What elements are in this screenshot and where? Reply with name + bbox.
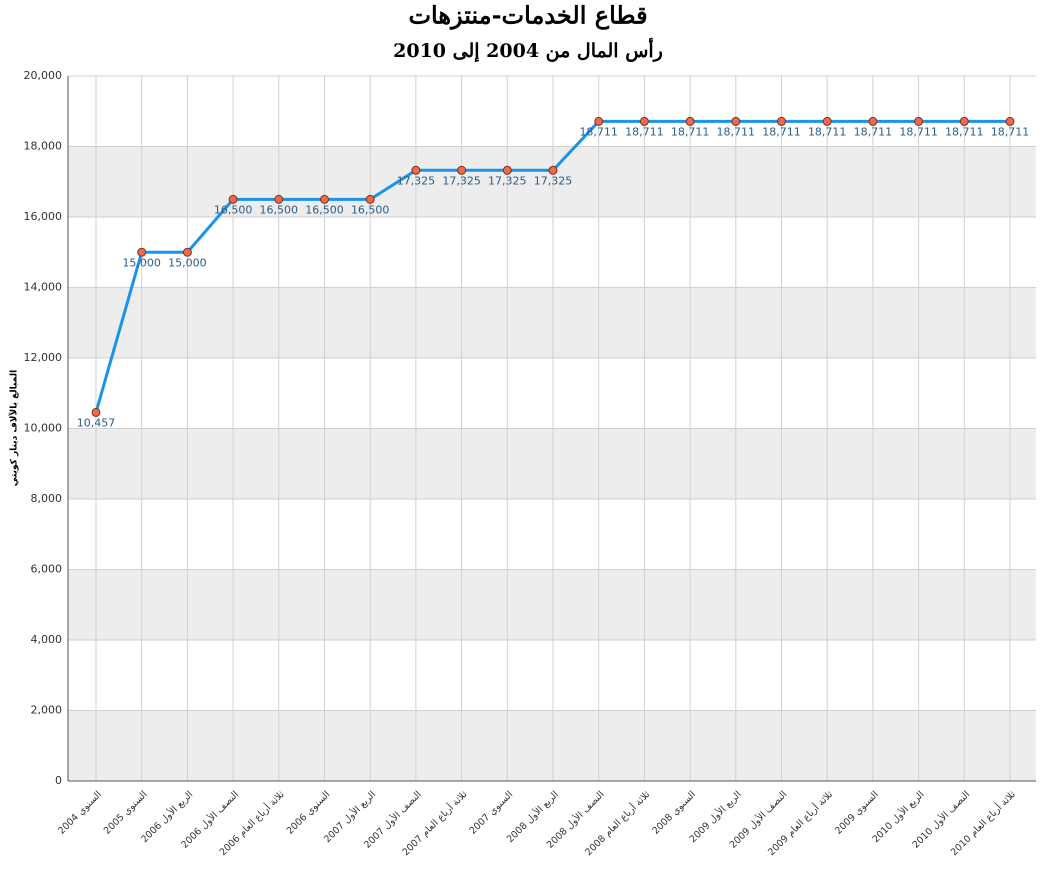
y-tick-label: 12,000 [24,351,63,364]
marker [137,247,147,257]
chart-title: قطاع الخدمات-منتزهات [408,1,647,31]
marker [320,194,329,204]
marker [411,165,421,175]
value-label: 16,500 [351,203,390,216]
x-tick: السنوي 2007 [468,789,516,837]
marker [91,407,101,417]
value-label: 17,325 [397,174,436,187]
marker [685,116,695,126]
value-label: 18,711 [625,125,664,138]
value-label: 18,711 [808,125,847,138]
x-tick: السنوي 2006 [285,789,333,837]
y-tick-label: 4,000 [31,633,63,646]
value-label: 18,711 [945,125,984,138]
marker [274,194,284,204]
marker [731,116,741,126]
grid-band [68,710,1036,781]
x-tick-label: السنوي 2005 [102,789,150,837]
marker [228,194,238,204]
chart-subtitle: رأس المال من 2004 إلى 2010 [393,37,663,63]
x-tick-label: السنوي 2007 [468,789,516,837]
x-tick-label: السنوي 2009 [833,789,881,837]
value-label: 18,711 [854,125,893,138]
grid-band [68,569,1036,640]
value-label: 17,325 [442,174,481,187]
value-label: 18,711 [991,125,1030,138]
x-tick: السنوي 2004 [56,789,104,837]
marker [868,116,878,126]
value-label: 16,500 [305,203,344,216]
marker [822,116,832,126]
x-tick: السنوي 2008 [650,789,698,837]
x-tick: السنوي 2009 [833,789,881,837]
value-label: 18,711 [762,125,801,138]
value-label: 18,711 [899,125,938,138]
grid-band [68,287,1036,358]
y-tick-label: 6,000 [31,563,63,576]
x-tick: السنوي 2005 [102,789,150,837]
value-label: 18,711 [717,125,756,138]
marker [914,116,924,126]
value-label: 18,711 [579,125,618,138]
y-axis-label: المبالغ بالآلاف دينار كويتي [8,370,20,486]
y-tick-label: 10,000 [24,422,63,435]
marker [457,165,467,175]
x-tick-label: السنوي 2008 [650,789,698,837]
y-tick-label: 14,000 [24,281,63,294]
value-label: 18,711 [671,125,710,138]
marker [502,165,512,175]
y-tick-label: 16,000 [24,210,63,223]
value-label: 15,000 [168,256,207,269]
grid-band [68,428,1036,499]
y-tick-label: 20,000 [24,69,63,82]
value-label: 16,500 [260,203,299,216]
y-tick-label: 2,000 [31,704,63,717]
marker [1005,116,1015,126]
y-tick-label: 18,000 [24,140,63,153]
x-tick-label: السنوي 2006 [285,789,333,837]
value-label: 17,325 [488,174,527,187]
marker [182,247,192,257]
value-label: 16,500 [214,203,253,216]
marker [548,165,558,175]
value-label: 17,325 [534,174,573,187]
marker [639,116,649,126]
y-tick-label: 8,000 [31,492,63,505]
marker [594,116,604,126]
value-label: 15,000 [122,256,161,269]
marker [365,194,375,204]
marker [777,116,786,126]
value-label: 10,457 [77,416,116,429]
x-tick-label: السنوي 2004 [56,789,104,837]
marker [959,116,969,126]
y-tick-label: 0 [55,774,62,787]
